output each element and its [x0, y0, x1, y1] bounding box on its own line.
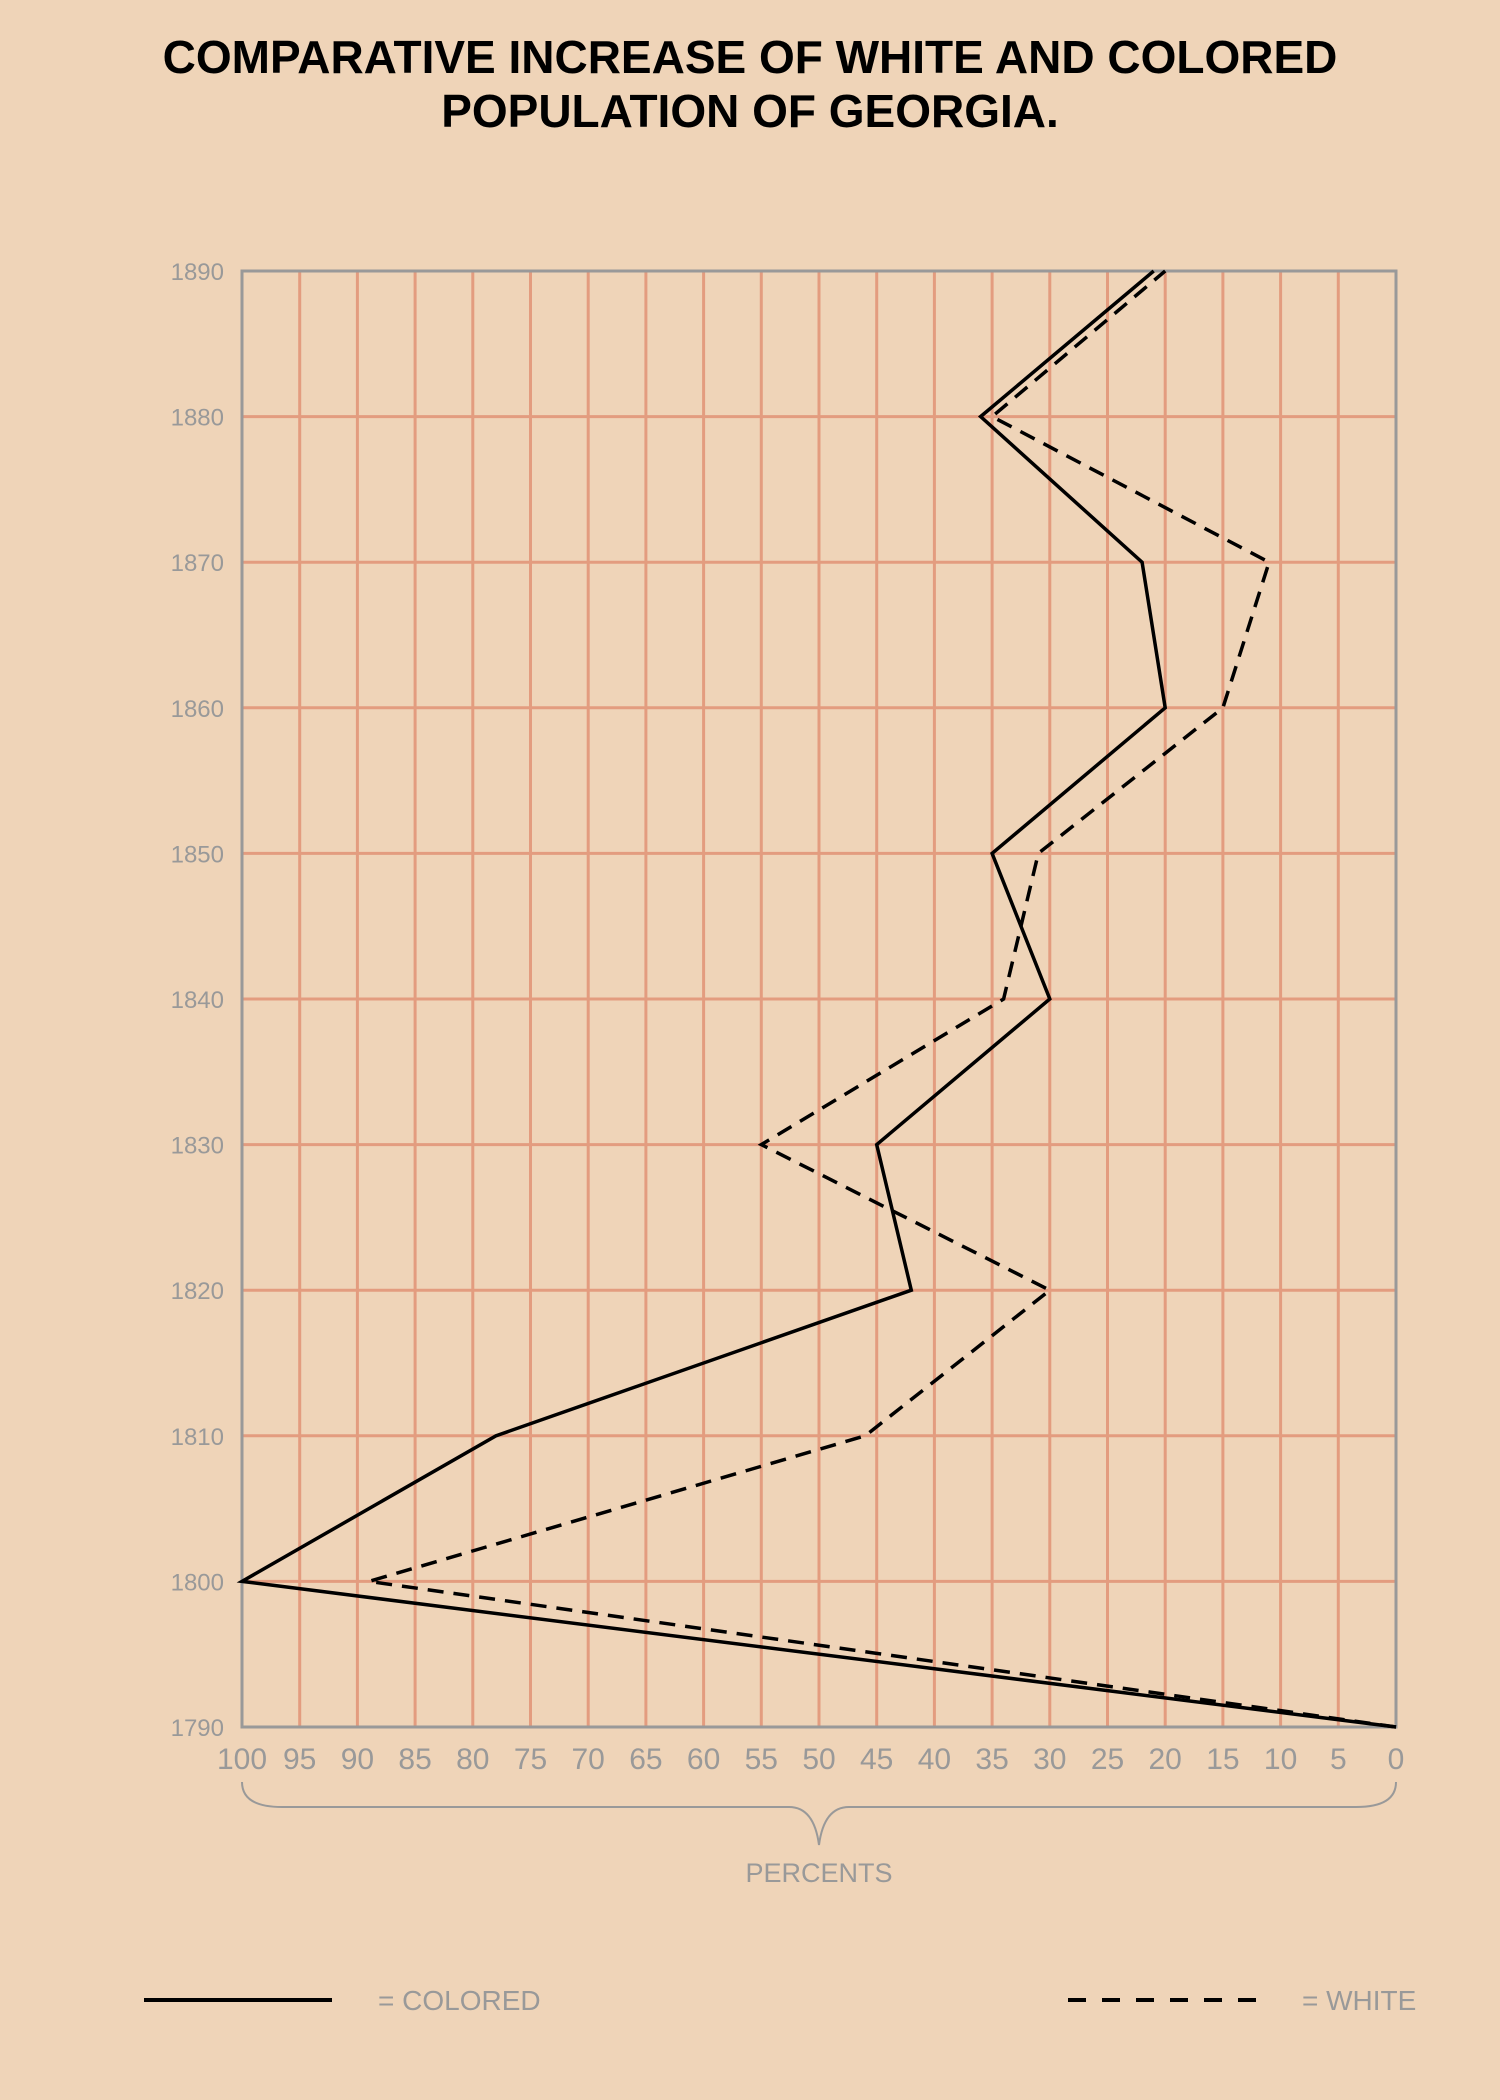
x-tick-label: 70: [572, 1743, 605, 1776]
x-tick-label: 90: [341, 1743, 374, 1776]
y-tick-label: 1840: [171, 987, 224, 1014]
x-tick-label: 60: [687, 1743, 720, 1776]
x-tick-label: 25: [1091, 1743, 1124, 1776]
y-tick-label: 1810: [171, 1424, 224, 1451]
chart-title-line-1: COMPARATIVE INCREASE OF WHITE AND COLORE…: [162, 31, 1338, 83]
legend: = COLORED = WHITE: [144, 1985, 1416, 2016]
x-axis-label: PERCENTS: [745, 1858, 892, 1888]
x-tick-label: 30: [1033, 1743, 1066, 1776]
x-tick-label: 75: [514, 1743, 547, 1776]
y-tick-label: 1880: [171, 405, 224, 432]
y-tick-label: 1870: [171, 550, 224, 577]
y-tick-label: 1820: [171, 1278, 224, 1305]
x-tick-label: 85: [398, 1743, 431, 1776]
y-axis-ticks: 1790 1800 1810 1820 1830 1840 1850 1860 1870 1880…: [171, 259, 224, 1742]
x-axis-ticks: 100 95 90 85 80 75 70 65 60 55 50 45 40 35 30 25 20 15 10 5…: [217, 1743, 1404, 1776]
chart-title: COMPARATIVE INCREASE OF WHITE AND COLORE…: [0, 30, 1500, 138]
y-tick-label: 1890: [171, 259, 224, 286]
x-tick-label: 80: [456, 1743, 489, 1776]
grid: [240, 269, 1398, 1729]
x-tick-label: 35: [975, 1743, 1008, 1776]
y-tick-label: 1860: [171, 696, 224, 723]
y-tick-label: 1850: [171, 841, 224, 868]
y-tick-label: 1790: [171, 1715, 224, 1742]
series-lines: [236, 269, 1397, 1729]
x-tick-label: 100: [217, 1743, 267, 1776]
x-tick-label: 0: [1388, 1743, 1405, 1776]
legend-colored-label: = COLORED: [378, 1985, 541, 2016]
x-tick-label: 50: [802, 1743, 835, 1776]
y-tick-label: 1830: [171, 1133, 224, 1160]
series-line-white: [368, 269, 1397, 1729]
x-axis-brace: [241, 1781, 1397, 1846]
chart-title-line-2: POPULATION OF GEORGIA.: [441, 85, 1059, 137]
series-line-colored: [236, 269, 1397, 1729]
x-tick-label: 65: [629, 1743, 662, 1776]
x-tick-label: 95: [283, 1743, 316, 1776]
x-tick-label: 40: [918, 1743, 951, 1776]
x-tick-label: 20: [1149, 1743, 1182, 1776]
x-tick-label: 55: [745, 1743, 778, 1776]
x-tick-label: 10: [1264, 1743, 1297, 1776]
x-tick-label: 45: [860, 1743, 893, 1776]
legend-white-label: = WHITE: [1302, 1985, 1416, 2016]
plot-frame: [240, 269, 1398, 1729]
x-tick-label: 15: [1206, 1743, 1239, 1776]
y-tick-label: 1800: [171, 1569, 224, 1596]
x-tick-label: 5: [1330, 1743, 1347, 1776]
